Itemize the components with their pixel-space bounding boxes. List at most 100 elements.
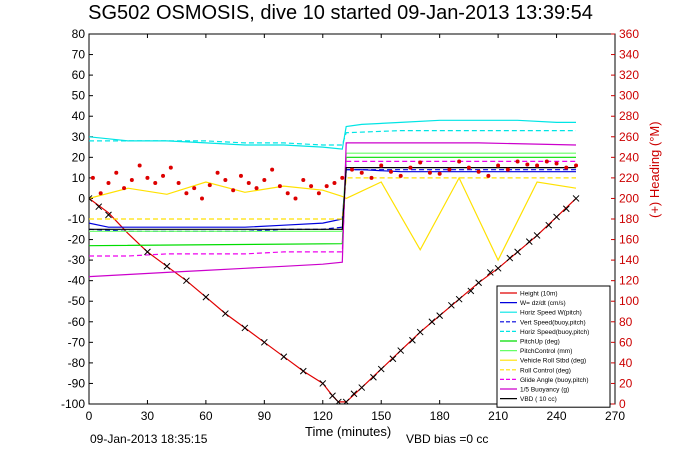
height-marker <box>299 367 307 375</box>
y-tick-label: 20 <box>72 150 86 164</box>
heading-point <box>145 175 150 180</box>
y-tick-label: -50 <box>68 294 86 308</box>
y2-tick-label: 60 <box>619 335 633 349</box>
y2-tick-label: 140 <box>619 253 639 267</box>
heading-point <box>437 171 442 176</box>
height-marker <box>467 287 475 295</box>
footer-vbd-bias: VBD bias =0 cc <box>406 432 489 446</box>
y-tick-label: 70 <box>72 48 86 62</box>
heading-point <box>398 173 403 178</box>
series-line-10 <box>89 142 577 278</box>
heading-point <box>369 175 374 180</box>
heading-point <box>129 177 134 182</box>
series-line-1 <box>89 169 576 228</box>
heading-point <box>544 159 549 164</box>
heading-point <box>350 167 354 172</box>
series-line-0 <box>89 197 577 403</box>
y-tick-label: 50 <box>72 89 86 103</box>
heading-point <box>114 170 119 175</box>
legend-entry: Horiz Speed(buoy,pitch) <box>520 329 589 336</box>
height-marker <box>494 264 502 272</box>
height-marker <box>525 238 533 245</box>
heading-point <box>238 173 243 178</box>
y-tick-label: 10 <box>72 171 86 185</box>
heading-point <box>515 159 520 164</box>
heading-point <box>122 186 127 191</box>
legend-entry: Vert Speed(buoy,pitch) <box>520 319 586 326</box>
footer-timestamp: 09-Jan-2013 18:35:15 <box>90 432 208 446</box>
height-marker <box>163 262 171 270</box>
y-tick-label: -70 <box>68 335 86 349</box>
heading-point <box>168 165 173 170</box>
height-marker <box>319 380 327 387</box>
height-marker <box>409 336 416 344</box>
height-marker <box>241 324 249 332</box>
x-tick-label: 0 <box>86 409 93 423</box>
heading-point <box>161 173 166 178</box>
height-marker <box>144 248 151 256</box>
y-tick-label: -30 <box>68 253 86 267</box>
x-tick-label: 120 <box>313 409 333 423</box>
y2-tick-label: 300 <box>619 89 639 103</box>
x-tick-label: 150 <box>371 409 391 423</box>
height-marker <box>545 221 553 229</box>
heading-point <box>309 184 314 189</box>
y2-tick-label: 260 <box>619 130 639 144</box>
series-line-7 <box>89 176 577 262</box>
y-tick-label: -20 <box>68 233 86 247</box>
legend-entry: 1/5 Buoyancy (g) <box>520 387 569 394</box>
height-marker <box>95 203 103 211</box>
height-marker <box>280 353 288 361</box>
heading-point <box>466 165 471 170</box>
heading-point <box>285 191 290 196</box>
y2-tick-label: 0 <box>619 397 626 411</box>
heading-point <box>340 175 345 180</box>
y-tick-label: 0 <box>78 191 85 205</box>
y2-tick-label: 200 <box>619 191 639 205</box>
heading-point <box>254 186 259 191</box>
y2-tick-label: 80 <box>619 315 633 329</box>
height-marker <box>350 390 358 398</box>
heading-point <box>476 169 481 174</box>
y2-tick-label: 120 <box>619 274 639 288</box>
y-tick-label: 80 <box>72 27 86 41</box>
heading-point <box>262 177 267 182</box>
height-marker <box>572 195 580 202</box>
y2-tick-label: 100 <box>619 294 639 308</box>
heading-point <box>153 181 158 186</box>
heading-point <box>270 167 275 172</box>
y2-tick-label: 360 <box>619 27 639 41</box>
heading-point <box>359 170 364 175</box>
height-marker <box>222 310 229 317</box>
y-tick-label: 30 <box>72 130 86 144</box>
legend-entry: Glide Angle (buoy,pitch) <box>520 377 589 384</box>
heading-point <box>90 175 95 180</box>
series-line-3 <box>89 169 576 232</box>
y2-tick-label: 240 <box>619 150 639 164</box>
y2-tick-label: 160 <box>619 233 639 247</box>
x-tick-label: 210 <box>488 409 508 423</box>
y-tick-label: -40 <box>68 274 86 288</box>
x-tick-label: 270 <box>605 409 625 423</box>
height-marker <box>436 312 444 319</box>
height-marker <box>514 248 521 256</box>
heading-point <box>246 181 251 186</box>
height-marker <box>486 269 494 276</box>
x-tick-label: 60 <box>199 409 213 423</box>
heading-point <box>324 184 329 189</box>
heading-point <box>486 173 491 178</box>
height-marker <box>455 295 463 303</box>
height-marker <box>533 232 541 239</box>
legend-entry: VBD ( 10 cc) <box>520 396 557 403</box>
y2-tick-label: 220 <box>619 171 639 185</box>
heading-point <box>427 170 432 175</box>
legend-entry: Roll Control (deg) <box>520 367 571 374</box>
heading-point <box>137 163 142 168</box>
series-line-11 <box>89 167 576 230</box>
legend-entry: PitchControl (mm) <box>520 348 572 355</box>
heading-point <box>408 165 413 170</box>
y-tick-label: -60 <box>68 315 86 329</box>
y2-tick-label: 20 <box>619 376 633 390</box>
heading-point <box>496 163 501 168</box>
